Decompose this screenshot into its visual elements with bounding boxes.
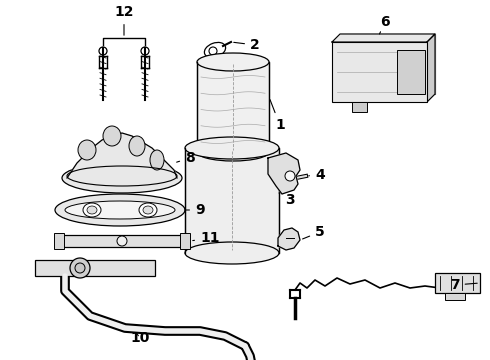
Text: 7: 7 [450,278,477,292]
Text: 12: 12 [114,5,134,35]
Ellipse shape [150,150,164,170]
Bar [340,34,435,94]
Ellipse shape [78,140,96,160]
Ellipse shape [139,203,157,217]
Text: 4: 4 [309,168,325,182]
Text: 9: 9 [185,203,205,217]
Polygon shape [67,133,177,178]
Circle shape [285,171,295,181]
Ellipse shape [143,206,153,214]
Circle shape [70,258,90,278]
Ellipse shape [87,206,97,214]
Bar [352,102,367,112]
Text: 5: 5 [303,225,325,239]
Polygon shape [278,228,300,250]
Text: 8: 8 [177,151,195,165]
Bar [54,233,64,249]
Bar [35,260,155,276]
Bar [58,235,186,247]
Bar [435,273,480,293]
Text: 6: 6 [379,15,390,34]
Text: 10: 10 [130,331,149,345]
Text: 1: 1 [270,100,285,132]
Bar [332,42,427,102]
Text: 2: 2 [234,38,260,52]
Ellipse shape [55,194,185,226]
Ellipse shape [83,203,101,217]
Ellipse shape [185,137,279,159]
Ellipse shape [103,126,121,146]
Ellipse shape [197,143,269,161]
Polygon shape [427,34,435,102]
Ellipse shape [62,163,182,193]
Ellipse shape [65,201,175,219]
Circle shape [117,236,127,246]
Bar [397,50,425,94]
Polygon shape [268,153,300,194]
Text: 3: 3 [279,193,294,207]
Bar [197,62,269,152]
Bar [180,233,190,249]
Ellipse shape [197,53,269,71]
Bar [185,148,279,253]
Circle shape [75,263,85,273]
Ellipse shape [129,136,145,156]
Bar [445,293,465,300]
Polygon shape [332,34,435,42]
Ellipse shape [185,242,279,264]
Text: 11: 11 [193,231,220,245]
